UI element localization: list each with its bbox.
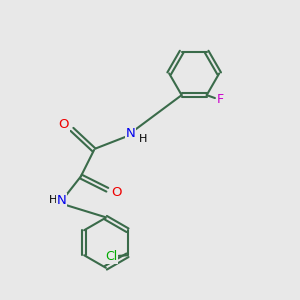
Text: O: O [112,186,122,199]
Text: N: N [126,127,136,140]
Text: Cl: Cl [105,250,117,263]
Text: F: F [216,93,224,106]
Text: H: H [49,195,57,205]
Text: N: N [57,194,67,207]
Text: O: O [58,118,69,131]
Text: H: H [139,134,147,144]
